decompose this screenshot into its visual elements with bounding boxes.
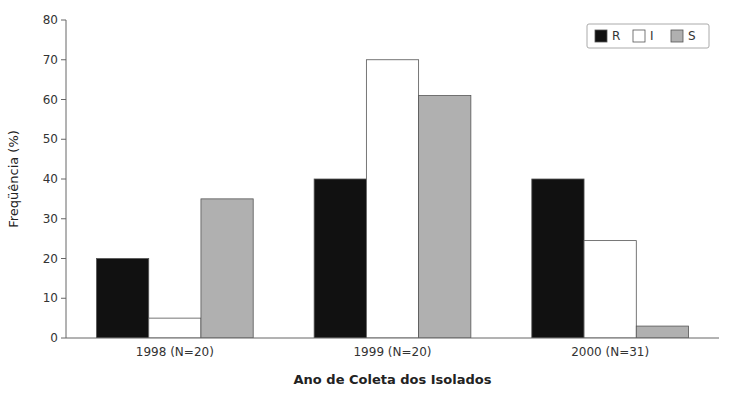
x-axis-line <box>66 338 719 339</box>
y-tick <box>61 59 66 60</box>
bar <box>201 199 253 338</box>
legend-swatch <box>671 30 683 42</box>
x-tick-label: 2000 (N=31) <box>571 345 649 359</box>
axes: 0 10 20 30 40 50 60 70 80 1998 (N=20) 1999 (N=20) 2… <box>43 13 719 359</box>
bar <box>96 259 148 339</box>
bar <box>584 241 636 338</box>
legend-frame <box>587 24 709 48</box>
y-tick <box>61 179 66 180</box>
y-tick <box>61 338 66 339</box>
legend-label: R <box>612 29 620 43</box>
y-tick <box>61 139 66 140</box>
y-tick-label: 80 <box>43 13 58 27</box>
y-axis-label: Freqüência (%) <box>6 130 21 228</box>
legend-swatch <box>633 30 645 42</box>
legend-swatch <box>595 30 607 42</box>
y-tick <box>61 258 66 259</box>
plot-area <box>96 60 688 338</box>
x-axis-label: Ano de Coleta dos Isolados <box>294 372 492 387</box>
y-tick <box>61 218 66 219</box>
y-tick-label: 40 <box>43 172 58 186</box>
bar <box>636 326 688 338</box>
y-tick <box>61 20 66 21</box>
x-tick-label: 1998 (N=20) <box>136 345 214 359</box>
chart-container: 0 10 20 30 40 50 60 70 80 1998 (N=20) 1999 (N=20) 2… <box>0 0 739 396</box>
legend-label: I <box>650 29 654 43</box>
bar <box>366 60 418 338</box>
y-tick-label: 30 <box>43 212 58 226</box>
y-tick-label: 60 <box>43 93 58 107</box>
chart: 0 10 20 30 40 50 60 70 80 1998 (N=20) 1999 (N=20) 2… <box>0 0 739 396</box>
y-tick-label: 50 <box>43 132 58 146</box>
bar <box>419 96 471 338</box>
y-tick-label: 70 <box>43 53 58 67</box>
bars <box>96 60 688 338</box>
legend-label: S <box>688 29 696 43</box>
y-tick-label: 0 <box>50 331 58 345</box>
y-tick-label: 20 <box>43 252 58 266</box>
legend: RIS <box>587 24 709 48</box>
bar <box>314 179 366 338</box>
y-tick <box>61 99 66 100</box>
bar <box>149 318 201 338</box>
bar <box>532 179 584 338</box>
y-tick <box>61 298 66 299</box>
x-tick-label: 1999 (N=20) <box>353 345 431 359</box>
y-tick-label: 10 <box>43 291 58 305</box>
